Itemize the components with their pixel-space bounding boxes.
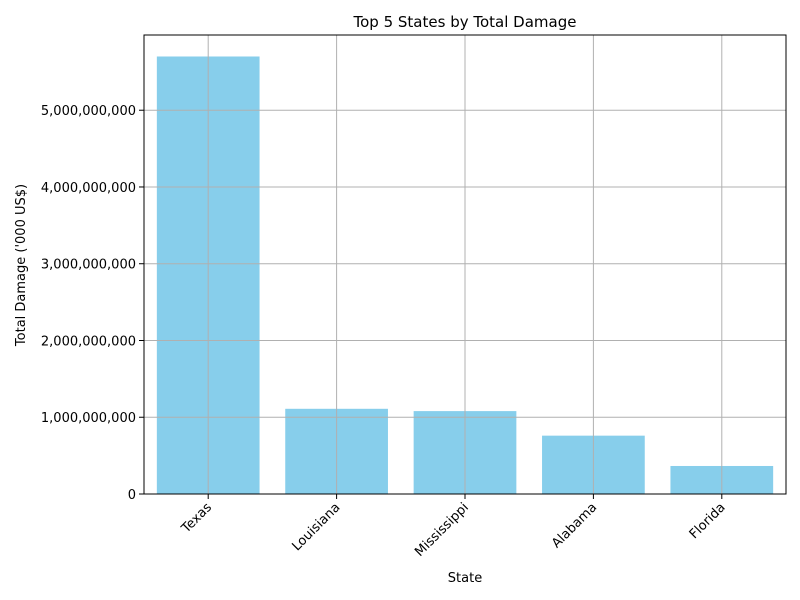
y-tick-label: 0 xyxy=(128,488,136,503)
x-tick-label: Louisiana xyxy=(289,500,343,554)
y-tick-label: 4,000,000,000 xyxy=(41,181,136,196)
y-tick-label: 3,000,000,000 xyxy=(41,258,136,273)
chart-title: Top 5 States by Total Damage xyxy=(353,13,577,31)
x-tick-label: Alabama xyxy=(549,500,600,551)
x-tick-label: Texas xyxy=(178,500,215,537)
x-tick-label: Florida xyxy=(687,500,729,542)
y-tick-label: 1,000,000,000 xyxy=(41,411,136,426)
x-tick-label: Mississippi xyxy=(412,500,472,560)
y-tick-label: 5,000,000,000 xyxy=(41,104,136,119)
y-axis-label: Total Damage ('000 US$) xyxy=(14,184,29,347)
x-axis-label: State xyxy=(448,571,482,586)
x-ticks: Texas Louisiana Mississippi Alabama Florida xyxy=(178,494,729,560)
grid-lines xyxy=(144,35,786,495)
y-ticks: 0 1,000,000,000 2,000,000,000 3,000,000,000… xyxy=(41,104,144,503)
y-tick-label: 2,000,000,000 xyxy=(41,334,136,349)
